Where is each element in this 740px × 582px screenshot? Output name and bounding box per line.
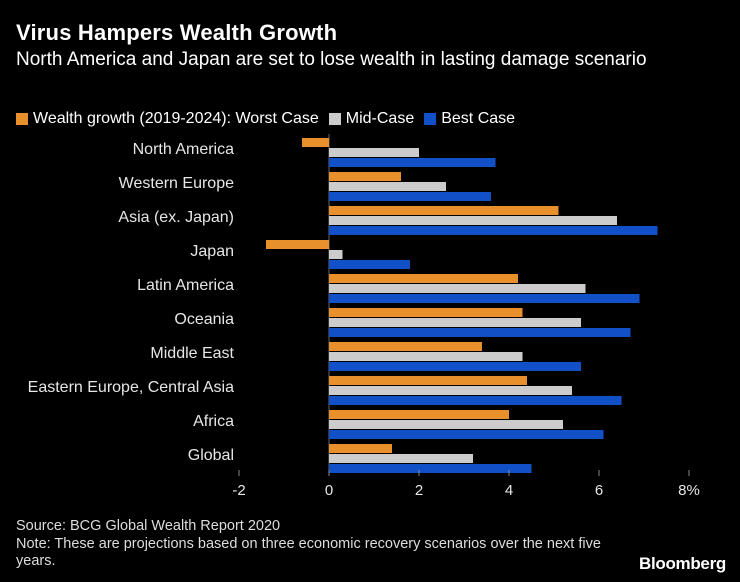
note-text: Note: These are projections based on thr… — [16, 536, 601, 569]
bar-mid — [329, 284, 586, 293]
x-tick-label: 4 — [505, 482, 513, 499]
legend-label-worst: Wealth growth (2019-2024): Worst Case — [33, 110, 319, 127]
bar-worst — [329, 274, 518, 283]
bar-mid — [329, 420, 563, 429]
legend-swatch-worst — [16, 113, 28, 125]
category-label: Africa — [193, 413, 234, 430]
legend-label-mid: Mid-Case — [345, 110, 415, 127]
legend-item-mid: Mid-Case — [328, 110, 415, 128]
bar-best — [329, 226, 658, 235]
legend: Wealth growth (2019-2024): Worst Case Mi… — [16, 110, 525, 128]
bar-mid — [329, 250, 343, 259]
bar-best — [329, 192, 491, 201]
bar-worst — [329, 342, 482, 351]
category-label: Latin America — [137, 277, 234, 294]
chart-subtitle: North America and Japan are set to lose … — [16, 49, 647, 70]
bar-worst — [329, 376, 527, 385]
bar-worst — [329, 444, 392, 453]
legend-swatch-mid — [328, 113, 341, 125]
bar-worst — [329, 206, 559, 215]
bar-mid — [329, 386, 572, 395]
category-label: Oceania — [174, 311, 234, 328]
bar-worst — [329, 410, 509, 419]
bar-best — [329, 260, 410, 269]
bar-best — [329, 430, 604, 439]
bar-mid — [329, 216, 617, 225]
category-label: Middle East — [150, 345, 234, 362]
x-tick-label: 6 — [595, 482, 603, 499]
legend-item-worst: Wealth growth (2019-2024): Worst Case — [16, 110, 319, 128]
legend-label-best: Best Case — [441, 110, 516, 127]
bar-worst — [266, 240, 329, 249]
bar-best — [329, 328, 631, 337]
category-label: Western Europe — [119, 175, 234, 192]
bar-chart: North America Western Europe Asia (ex. Jap… — [28, 134, 700, 499]
category-label: Asia (ex. Japan) — [118, 209, 234, 226]
bar-mid — [329, 352, 523, 361]
category-label: Eastern Europe, Central Asia — [28, 379, 234, 396]
category-label: North America — [133, 141, 234, 158]
bar-best — [329, 362, 581, 371]
bar-worst — [302, 138, 329, 147]
legend-item-best: Best Case — [424, 110, 515, 128]
x-tick-label: 0 — [325, 482, 333, 499]
bar-mid — [329, 148, 419, 157]
legend-swatch-best — [424, 113, 437, 125]
bar-best — [329, 396, 622, 405]
category-label: Japan — [190, 243, 234, 260]
x-tick-label: -2 — [232, 482, 245, 499]
bar-mid — [329, 182, 446, 191]
x-tick-label: 8% — [678, 482, 700, 499]
bar-mid — [329, 318, 581, 327]
bar-worst — [329, 308, 523, 317]
bar-best — [329, 158, 496, 167]
bar-best — [329, 294, 640, 303]
bar-best — [329, 464, 532, 473]
category-label: Global — [188, 447, 234, 464]
chart-title: Virus Hampers Wealth Growth — [16, 20, 338, 45]
bar-mid — [329, 454, 473, 463]
bar-worst — [329, 172, 401, 181]
x-tick-label: 2 — [415, 482, 423, 499]
bloomberg-logo: Bloomberg — [638, 554, 726, 573]
source-text: Source: BCG Global Wealth Report 2020 — [16, 518, 281, 534]
